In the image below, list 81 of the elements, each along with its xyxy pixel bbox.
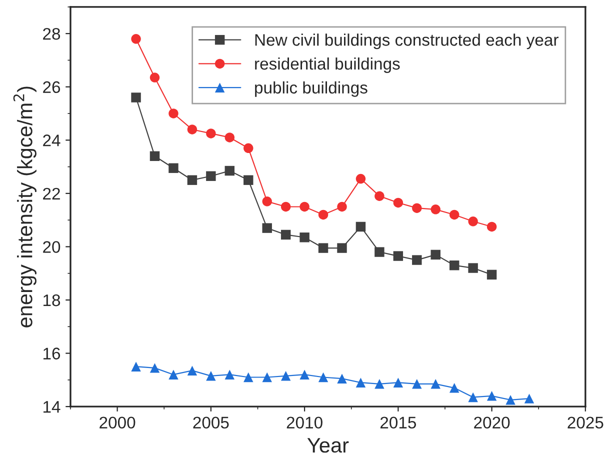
point xyxy=(430,204,440,214)
point xyxy=(168,108,178,118)
x-tick-label: 2000 xyxy=(100,416,136,429)
point xyxy=(280,230,291,240)
y-tick-label: 16 xyxy=(44,348,60,360)
point xyxy=(244,372,254,382)
x-axis-title: Year xyxy=(307,438,349,453)
y-tick-label: 14 xyxy=(44,401,60,413)
x-tick-label: 2005 xyxy=(193,416,229,429)
point xyxy=(168,163,178,173)
point xyxy=(131,92,141,102)
point xyxy=(374,191,384,201)
point xyxy=(224,370,235,380)
y-tick-label: 26 xyxy=(43,81,60,94)
point xyxy=(449,383,460,393)
point xyxy=(206,171,216,181)
point xyxy=(280,371,291,381)
point xyxy=(224,132,235,142)
point xyxy=(318,243,328,253)
point xyxy=(244,143,254,153)
legend-label: public buildings xyxy=(255,81,368,97)
x-tick-label: 2010 xyxy=(286,416,322,429)
x-tick-label: 2015 xyxy=(380,416,416,429)
point xyxy=(131,362,141,372)
point xyxy=(300,232,310,242)
point xyxy=(356,222,366,232)
point xyxy=(468,392,478,402)
point xyxy=(318,372,328,382)
y-axis-title: energy intensity (kgce/m$^{2}$) xyxy=(13,86,36,328)
point xyxy=(374,379,384,389)
legend-label: residential buildings xyxy=(255,57,400,74)
point xyxy=(262,372,272,382)
point xyxy=(224,166,235,176)
point xyxy=(206,371,216,381)
point xyxy=(150,72,160,82)
point xyxy=(486,270,497,280)
point xyxy=(131,34,141,44)
point xyxy=(412,255,422,265)
point xyxy=(168,370,178,380)
point xyxy=(280,202,291,212)
point xyxy=(374,247,384,257)
point xyxy=(187,175,198,185)
point xyxy=(486,222,497,232)
point xyxy=(430,250,440,260)
point xyxy=(206,128,216,138)
point xyxy=(337,202,347,212)
point xyxy=(449,260,460,270)
point xyxy=(524,394,534,404)
point xyxy=(356,378,366,388)
point xyxy=(449,210,460,220)
y-tick-label: 18 xyxy=(44,294,60,306)
point xyxy=(187,366,198,376)
point xyxy=(300,370,310,380)
y-tick-label: 20 xyxy=(43,241,60,253)
y-tick-label: 28 xyxy=(43,28,60,40)
point xyxy=(393,251,404,261)
point xyxy=(393,378,404,388)
point xyxy=(150,363,160,373)
x-tick-label: 2025 xyxy=(568,416,604,429)
point xyxy=(262,196,272,206)
point xyxy=(468,216,478,226)
point xyxy=(506,395,516,405)
point xyxy=(486,391,497,401)
x-tick-label: 2020 xyxy=(474,416,510,429)
y-tick-label: 24 xyxy=(43,134,60,146)
point xyxy=(244,175,254,185)
point xyxy=(337,243,347,253)
point xyxy=(337,374,347,384)
legend-label: New civil buildings constructed each year xyxy=(255,34,558,50)
point xyxy=(300,202,310,212)
point xyxy=(412,379,422,389)
point xyxy=(412,203,422,213)
point xyxy=(318,210,328,220)
point xyxy=(356,174,366,184)
point xyxy=(262,223,272,233)
point xyxy=(430,379,440,389)
point xyxy=(468,263,478,273)
point xyxy=(393,198,404,208)
y-tick-label: 22 xyxy=(43,188,60,200)
point xyxy=(150,151,160,161)
point xyxy=(187,124,198,134)
